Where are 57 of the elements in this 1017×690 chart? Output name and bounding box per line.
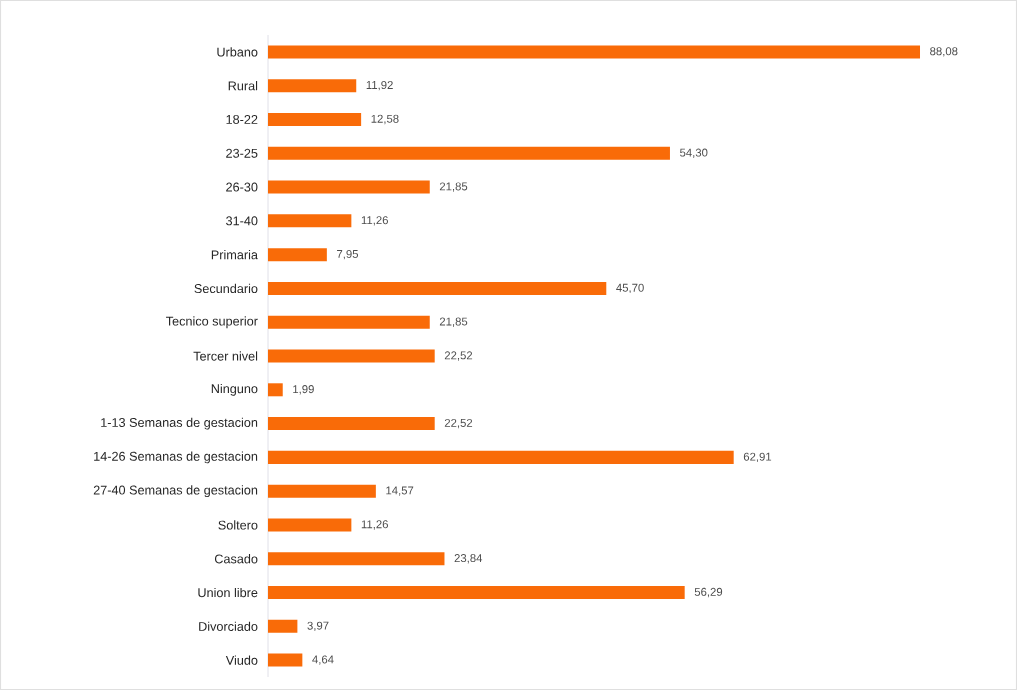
bar: [268, 180, 430, 194]
y-tick-label: Tecnico superior: [166, 316, 258, 329]
y-tick-label: Urbano: [217, 47, 258, 57]
data-label: 7,95: [337, 249, 359, 260]
data-label: 56,29: [694, 587, 723, 598]
data-label: 4,64: [312, 655, 334, 665]
y-tick-label: 27-40 Semanas de gestacion: [93, 485, 258, 498]
bar: [268, 315, 430, 329]
bar: [268, 45, 921, 59]
y-tick-label: Primaria: [211, 249, 258, 260]
y-tick-label: 1-13 Semanas de gestacion: [101, 417, 258, 430]
data-label: 22,52: [444, 351, 473, 361]
bar: [268, 586, 685, 600]
y-tick-label: Rural: [228, 81, 258, 91]
data-label: 11,26: [361, 520, 388, 530]
y-tick-label: 18-22: [226, 114, 258, 124]
y-tick-label: 14-26 Semanas de gestacion: [94, 451, 258, 464]
y-tick-label: Ninguno: [211, 383, 258, 396]
data-label: 21,85: [439, 317, 468, 327]
y-tick-label: 26-30: [226, 182, 258, 192]
bar: [268, 146, 670, 160]
data-label: 21,85: [439, 182, 468, 192]
bar: [268, 552, 445, 566]
data-label: 54,30: [680, 148, 708, 158]
bar: [268, 417, 435, 431]
data-label: 11,26: [361, 216, 388, 226]
bar: [268, 281, 607, 295]
bar: [268, 484, 376, 498]
data-label: 45,70: [616, 283, 644, 294]
data-label: 23,84: [454, 554, 483, 564]
data-label: 88,08: [930, 47, 958, 57]
bar: [268, 383, 283, 397]
data-label: 12,58: [371, 114, 399, 125]
data-label: 11,92: [366, 81, 393, 91]
bar: [268, 248, 327, 262]
data-label: 3,97: [307, 621, 329, 631]
data-label: 14,57: [386, 486, 414, 496]
bar: [268, 112, 362, 126]
y-tick-label: Divorciado: [199, 621, 258, 631]
bar: [268, 79, 357, 93]
y-tick-label: Tercer nivel: [193, 351, 258, 361]
data-label: 22,52: [444, 418, 473, 429]
bar: [268, 214, 352, 228]
bar: [268, 349, 435, 363]
bar: [268, 653, 303, 667]
y-tick-label: Casado: [214, 554, 258, 564]
bar: [268, 619, 298, 633]
y-tick-label: 31-40: [226, 216, 258, 226]
y-tick-label: Secundario: [194, 283, 258, 294]
y-tick-label: 23-25: [226, 148, 258, 158]
bar: [268, 518, 352, 532]
data-label: 1,99: [293, 385, 314, 395]
y-tick-label: Soltero: [218, 520, 258, 530]
y-tick-label: Union libre: [198, 587, 258, 598]
bar: [268, 450, 734, 464]
data-label: 62,91: [743, 452, 772, 463]
y-tick-label: Viudo: [225, 655, 258, 665]
